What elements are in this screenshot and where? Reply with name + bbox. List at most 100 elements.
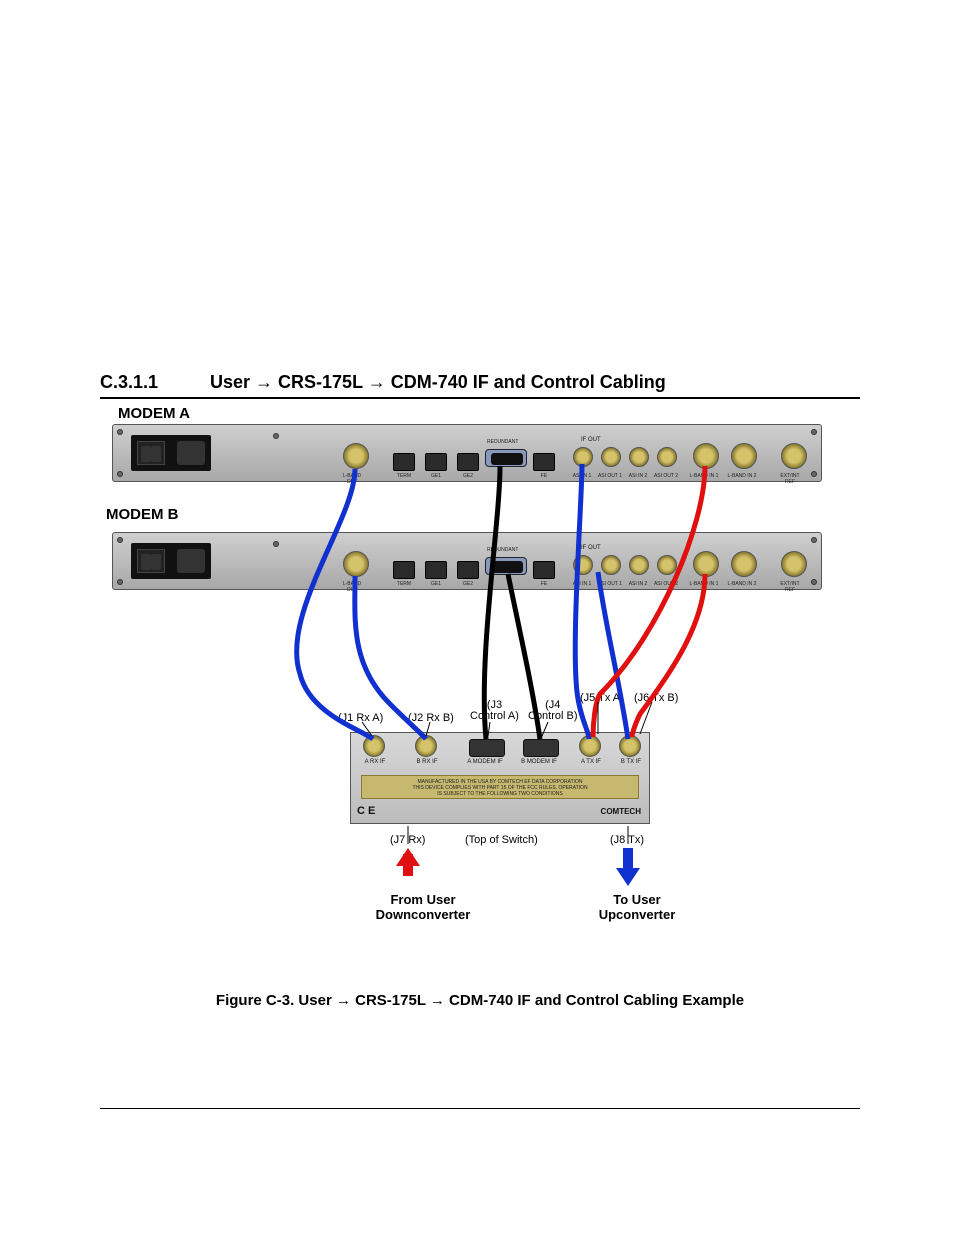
j7-label: (J7 Rx) xyxy=(390,834,425,846)
top-of-switch-label: (Top of Switch) xyxy=(465,834,538,846)
port-label: TERM xyxy=(389,581,419,587)
section-header: C.3.1.1 User → CRS-175L → CDM-740 IF and… xyxy=(100,372,860,399)
power-inlet-icon xyxy=(177,441,205,465)
port-label: L-BAND IN 1 xyxy=(689,581,719,587)
port-label: L-BAND IN 1 xyxy=(689,473,719,479)
j5-label: (J5 Tx A) xyxy=(580,692,624,704)
port-label: ASI IN 2 xyxy=(623,581,653,587)
asi-in2-bnc xyxy=(629,555,649,575)
power-switch-icon xyxy=(137,441,165,465)
modem-a-rack: L-BAND OUT TERM GE1 GE2 REDUNDANT FE IF … xyxy=(112,424,822,482)
screw-icon xyxy=(811,579,817,585)
port-label: GE2 xyxy=(453,473,483,479)
section-number: C.3.1.1 xyxy=(100,372,210,393)
port-label: REDUNDANT xyxy=(487,547,517,553)
port-label: ASI OUT 2 xyxy=(651,473,681,479)
to-user-text: To User Upconverter xyxy=(582,892,692,922)
power-inlet-icon xyxy=(177,549,205,573)
term-port xyxy=(393,453,415,471)
arrow-icon: → xyxy=(255,372,273,392)
sb-label: A RX IF xyxy=(355,759,395,765)
port-label: ASI IN 1 xyxy=(567,473,597,479)
port-label: L-BAND IN 2 xyxy=(727,473,757,479)
arrow-icon: → xyxy=(368,372,386,392)
screw-icon xyxy=(117,537,123,543)
port-label: REDUNDANT xyxy=(487,439,517,445)
screw-icon xyxy=(273,433,279,439)
brand-label: COMTECH xyxy=(601,807,641,816)
ge1-port xyxy=(425,561,447,579)
j2-connector xyxy=(415,735,437,757)
asi-out2-bnc xyxy=(657,555,677,575)
port-label: L-BAND IN 2 xyxy=(727,581,757,587)
power-module xyxy=(131,435,211,471)
ge1-port xyxy=(425,453,447,471)
from-user-text: From User Downconverter xyxy=(368,892,478,922)
compliance-panel: MANUFACTURED IN THE USA BY COMTECH EF DA… xyxy=(361,775,639,799)
port-label: FE xyxy=(529,473,559,479)
sb-label: B RX IF xyxy=(407,759,447,765)
j3-connector xyxy=(469,739,505,757)
downconverter: Downconverter xyxy=(376,907,471,922)
from-user: From User xyxy=(390,892,455,907)
lband-in2-bnc xyxy=(731,551,757,577)
port-label: GE1 xyxy=(421,473,451,479)
modem-b-label: MODEM B xyxy=(106,506,179,523)
port-label: L-BAND OUT xyxy=(337,581,367,593)
modem-b-rack: L-BAND OUT TERM GE1 GE2 REDUNDANT FE IF … xyxy=(112,532,822,590)
redundant-db9 xyxy=(485,449,527,467)
j6-connector xyxy=(619,735,641,757)
fe-port xyxy=(533,561,555,579)
title-mid2: CDM-740 IF and Control Cabling xyxy=(386,372,666,392)
power-module xyxy=(131,543,211,579)
tx-arrow-stem xyxy=(623,848,633,870)
asi-in2-bnc xyxy=(629,447,649,467)
port-label: ASI OUT 1 xyxy=(595,581,625,587)
lband-in2-bnc xyxy=(731,443,757,469)
j4b: Control B) xyxy=(528,710,578,722)
j4-label: (J4 Control B) xyxy=(528,700,578,722)
asi-out2-bnc xyxy=(657,447,677,467)
screw-icon xyxy=(117,429,123,435)
j8-label: (J8 Tx) xyxy=(610,834,644,846)
cables-overlay xyxy=(100,424,860,964)
lband-in1-bnc xyxy=(693,443,719,469)
asi-out1-bnc xyxy=(601,555,621,575)
port-label: EXT/INT REF xyxy=(775,473,805,485)
fig-mid1: CRS-175L xyxy=(351,992,430,1009)
cabling-diagram: L-BAND OUT TERM GE1 GE2 REDUNDANT FE IF … xyxy=(100,424,860,964)
ge2-port xyxy=(457,453,479,471)
j1-label: (J1 Rx A) xyxy=(338,712,383,724)
asi-out1-bnc xyxy=(601,447,621,467)
j3-label: (J3 Control A) xyxy=(470,700,519,722)
j5-connector xyxy=(579,735,601,757)
ext-ref-bnc xyxy=(781,443,807,469)
arrow-icon: → xyxy=(430,992,445,1009)
screw-icon xyxy=(273,541,279,547)
term-port xyxy=(393,561,415,579)
figure-caption: Figure C-3. User → CRS-175L → CDM-740 IF… xyxy=(100,992,860,1009)
port-label: ASI OUT 2 xyxy=(651,581,681,587)
j2-label: (J2 Rx B) xyxy=(408,712,454,724)
footer-rule xyxy=(100,1108,860,1109)
ce-mark-icon: C E xyxy=(357,805,375,817)
lband-out-connector xyxy=(343,443,369,469)
screw-icon xyxy=(811,537,817,543)
arrow-icon: → xyxy=(336,992,351,1009)
j3b: Control A) xyxy=(470,710,519,722)
sb-label: B TX IF xyxy=(611,759,651,765)
modem-a-label: MODEM A xyxy=(118,405,860,422)
rx-arrow-icon xyxy=(396,848,420,866)
sb-label: B MODEM IF xyxy=(519,759,559,765)
j6-label: (J6 Tx B) xyxy=(634,692,678,704)
asi-in1-bnc xyxy=(573,447,593,467)
power-switch-icon xyxy=(137,549,165,573)
title-mid1: CRS-175L xyxy=(273,372,368,392)
fig-mid2: CDM-740 IF and Control Cabling Example xyxy=(445,992,744,1009)
port-label: GE2 xyxy=(453,581,483,587)
port-label: ASI IN 1 xyxy=(567,581,597,587)
title-pre: User xyxy=(210,372,255,392)
port-label: L-BAND OUT xyxy=(337,473,367,485)
lband-in1-bnc xyxy=(693,551,719,577)
screw-icon xyxy=(811,429,817,435)
